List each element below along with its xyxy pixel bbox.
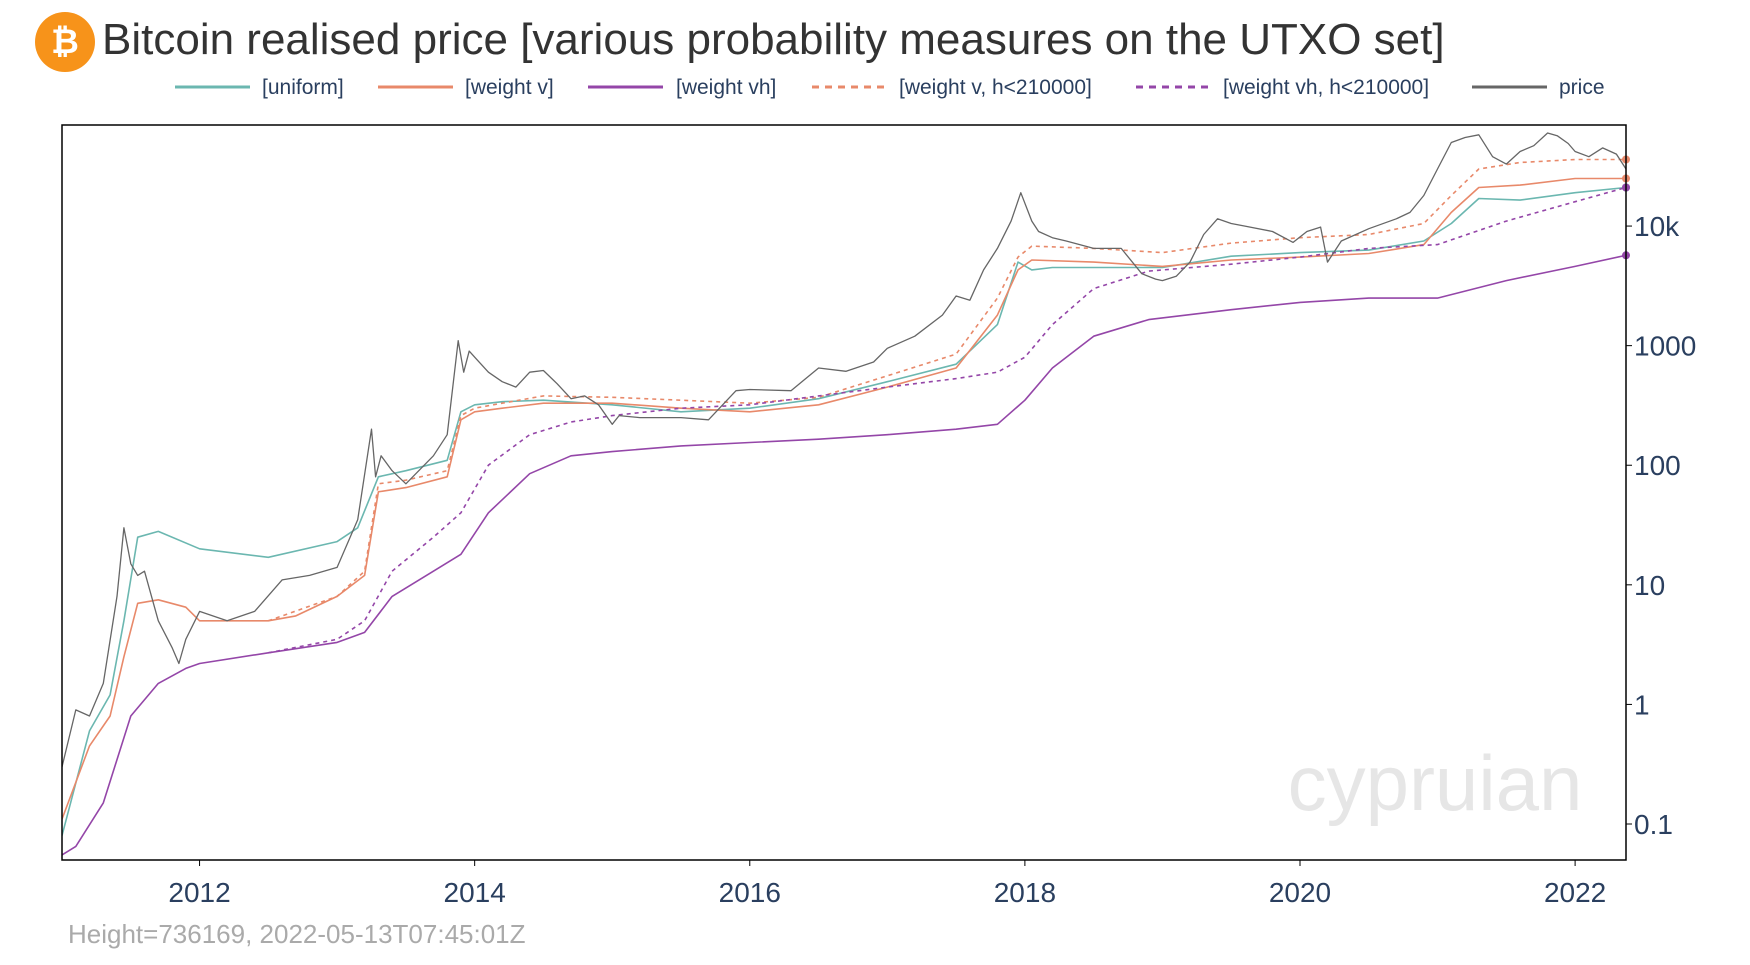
x-tick-label: 2014 <box>444 877 506 908</box>
chart-title: Bitcoin realised price [various probabil… <box>102 15 1445 64</box>
series-line-weight-vh-h-210000 <box>268 186 1626 654</box>
legend-item-weight-vh-h-210000[interactable]: [weight vh, h<210000] <box>1136 76 1429 99</box>
legend-label: [weight vh] <box>676 76 776 99</box>
plot-lines <box>62 132 1626 856</box>
bitcoin-logo-circle <box>35 12 95 72</box>
y-tick-label: 100 <box>1634 450 1681 481</box>
y-tick-label: 1 <box>1634 689 1650 720</box>
legend-item-uniform[interactable]: [uniform] <box>175 76 344 99</box>
watermark: cypruian <box>1288 739 1583 827</box>
footer-info: Height=736169, 2022-05-13T07:45:01Z <box>68 919 526 949</box>
x-tick-label: 2022 <box>1544 877 1606 908</box>
legend-item-weight-v-h-210000[interactable]: [weight v, h<210000] <box>812 76 1092 99</box>
legend-item-price[interactable]: price <box>1472 76 1605 99</box>
legend-label: [weight vh, h<210000] <box>1223 76 1429 99</box>
legend-item-weight-v[interactable]: [weight v] <box>378 76 554 99</box>
y-tick-label: 1000 <box>1634 331 1696 362</box>
series-line-weight-vh <box>62 254 1626 856</box>
series-line-weight-v-h-210000 <box>268 158 1626 622</box>
legend-label: [uniform] <box>262 76 344 99</box>
x-tick-label: 2012 <box>168 877 230 908</box>
y-tick-label: 10 <box>1634 570 1665 601</box>
bitcoin-logo: ₿ <box>35 12 95 72</box>
legend: [uniform] [weight v] [weight vh] [weight v,… <box>175 76 1605 99</box>
x-tick-label: 2016 <box>719 877 781 908</box>
legend-label: [weight v, h<210000] <box>899 76 1092 99</box>
plot-frame <box>61 124 1627 861</box>
y-tick-label: 0.1 <box>1634 809 1673 840</box>
x-tick-label: 2020 <box>1269 877 1331 908</box>
x-axis: 2012 2014 2016 2018 2020 2022 <box>168 860 1606 908</box>
y-tick-label: 10k <box>1634 211 1680 242</box>
legend-item-weight-vh[interactable]: [weight vh] <box>588 76 776 99</box>
x-tick-label: 2018 <box>994 877 1056 908</box>
legend-label: price <box>1559 76 1605 99</box>
legend-label: [weight v] <box>465 76 554 99</box>
series-line-price <box>62 132 1626 768</box>
y-axis: 0.1 1 10 100 1000 10k <box>1626 211 1696 840</box>
series-line-weight-v <box>62 177 1626 820</box>
bitcoin-icon: ₿ <box>51 23 79 61</box>
